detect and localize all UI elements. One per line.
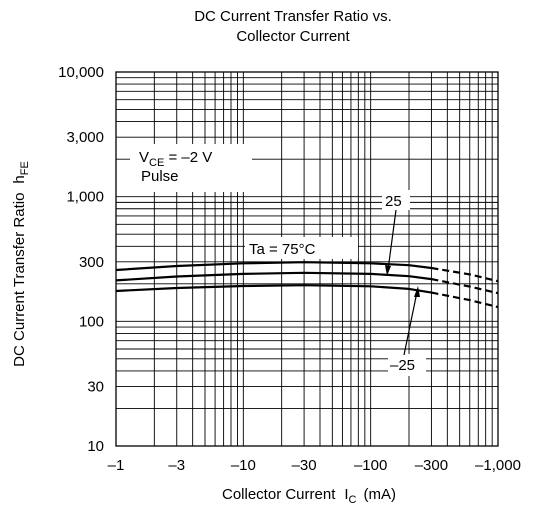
series-label-25-background	[382, 190, 410, 210]
x-axis-label-text: Collector Current	[222, 486, 336, 503]
y-tick-label: 10,000	[58, 64, 104, 81]
y-axis-label: DC Current Transfer Ratio hFE	[11, 161, 31, 367]
series-curves	[115, 261, 499, 309]
y-axis-label-text: DC Current Transfer Ratio	[11, 193, 28, 367]
series-label-ta75-background	[245, 237, 358, 259]
y-axis-symbol: h	[11, 175, 28, 183]
x-axis-subscript: C	[349, 494, 357, 506]
series-label-minus25-arrowhead	[414, 286, 420, 297]
series-line-0	[115, 261, 432, 272]
vce-symbol: V	[139, 149, 149, 166]
x-axis-label: Collector Current IC (mA)	[222, 486, 396, 506]
series-line-dashed-0	[431, 266, 499, 283]
x-tick-label: –1	[108, 457, 125, 474]
x-tick-label: –3	[168, 457, 185, 474]
x-axis-symbol: I	[344, 486, 348, 503]
series-label-minus25-background	[388, 354, 426, 376]
vce-condition-label: VCE = –2 V	[139, 149, 212, 169]
chart-title-line-2: Collector Current	[236, 28, 350, 45]
y-tick-label: 10	[87, 438, 104, 455]
series-line-1	[115, 271, 432, 282]
series-label-25-leader	[387, 209, 397, 271]
series-label-minus25: –25	[390, 357, 415, 374]
y-tick-label: 100	[79, 313, 104, 330]
chart-title-line-1: DC Current Transfer Ratio vs.	[194, 8, 392, 25]
y-tick-label: 1,000	[66, 189, 104, 206]
series-label-ta75: Ta = 75°C	[249, 241, 316, 258]
plot-frame	[115, 71, 499, 447]
series-line-dashed-2	[431, 291, 499, 309]
x-tick-label: –10	[231, 457, 256, 474]
series-line-dashed-1	[431, 278, 499, 295]
series-label-minus25-leader	[403, 291, 418, 356]
x-tick-label: –100	[354, 457, 387, 474]
x-axis-unit: (mA)	[364, 486, 397, 503]
series-label-25: 25	[385, 193, 402, 210]
x-tick-label: –300	[415, 457, 448, 474]
series-label-25-arrowhead	[385, 265, 391, 276]
x-tick-labels: –1 –3 –10 –30 –100 –300 –1,000	[108, 457, 521, 474]
y-tick-labels: 10 30 100 300 1,000 3,000 10,000	[58, 64, 104, 455]
pulse-condition-label: Pulse	[141, 168, 179, 185]
conditions-label-background	[130, 144, 252, 192]
x-tick-label: –1,000	[475, 457, 521, 474]
y-tick-label: 30	[87, 379, 104, 396]
y-tick-label: 300	[79, 254, 104, 271]
y-axis-subscript: FE	[19, 161, 31, 175]
x-tick-label: –30	[292, 457, 317, 474]
series-line-2	[115, 284, 432, 294]
vce-subscript: CE	[149, 157, 164, 169]
y-tick-label: 3,000	[66, 129, 104, 146]
vce-value: = –2 V	[164, 149, 212, 166]
